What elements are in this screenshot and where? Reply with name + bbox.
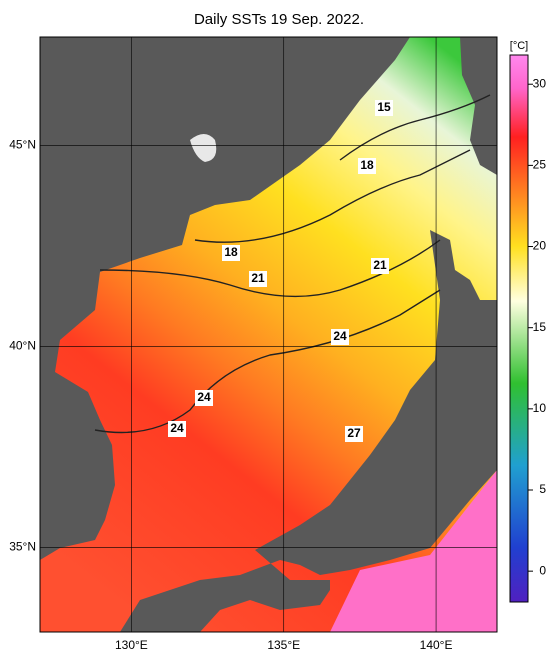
contour-label-box [331,329,349,345]
continent-land [40,37,410,560]
contour-label-box [358,158,376,174]
contour-label: 27 [347,426,361,440]
contour-label-box [371,258,389,274]
colorbar-tick-label: 25 [533,158,547,172]
contour-label: 18 [360,158,374,172]
contour-label-box [195,390,213,406]
map-frame [39,36,498,633]
contours [94,94,491,434]
title: Daily SSTs 19 Sep. 2022. [194,11,364,28]
contour-label: 24 [170,421,184,435]
lake-khanka [190,134,217,162]
contour-label: 21 [373,258,387,272]
lon-tick-label: 130°E [115,638,148,652]
contour-label-box [168,421,186,437]
lat-tick-label: 35°N [9,540,36,554]
colorbar-tick-label: 20 [533,239,547,253]
japan-land [120,230,497,632]
colorbar [509,54,529,603]
colorbar-tick-label: 0 [539,563,546,577]
pacific-sea [330,470,497,632]
colorbar-tick-label: 10 [533,401,547,415]
map-area [40,37,497,632]
contour-label-box [222,245,240,261]
colorbar-tick-label: 30 [533,76,547,90]
lon-tick-label: 135°E [267,638,300,652]
lon-tick-label: 140°E [420,638,453,652]
colorbar-tick-label: 15 [533,320,547,334]
contour-label: 18 [224,245,238,259]
contour-label: 24 [197,390,211,404]
lat-tick-label: 40°N [9,339,36,353]
colorbar-unit: [°C] [510,40,528,52]
contour-label: 15 [377,100,391,114]
contour-label: 24 [333,329,347,343]
colorbar-tick-label: 5 [539,482,546,496]
contour-label-box [249,271,267,287]
contour-label-box [345,426,363,442]
hokkaido-land [460,37,497,175]
contour-label-box [375,100,393,116]
contour-label: 21 [251,271,265,285]
lat-tick-label: 45°N [9,138,36,152]
